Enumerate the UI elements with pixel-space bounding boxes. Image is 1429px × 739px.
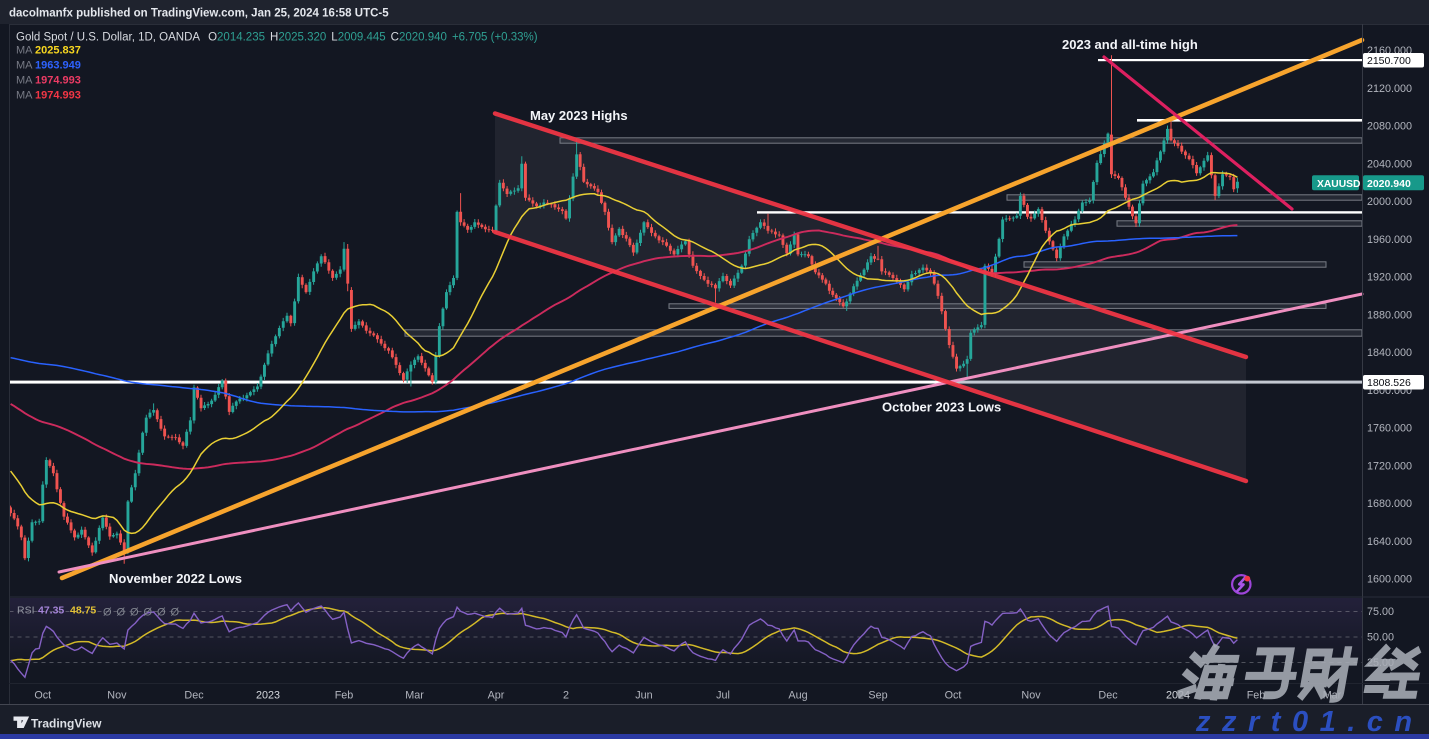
svg-text:1640.000: 1640.000	[1367, 536, 1412, 548]
svg-text:Nov: Nov	[107, 690, 127, 702]
svg-text:50.00: 50.00	[1367, 632, 1394, 644]
svg-text:1880.000: 1880.000	[1367, 309, 1412, 321]
svg-text:47.35: 47.35	[38, 605, 64, 617]
svg-text:TradingView: TradingView	[31, 717, 102, 731]
svg-text:Oct: Oct	[34, 690, 51, 702]
svg-text:Jun: Jun	[635, 690, 652, 702]
svg-text:RSI: RSI	[17, 605, 35, 617]
svg-text:1960.000: 1960.000	[1367, 234, 1412, 246]
svg-text:1963.949: 1963.949	[35, 60, 81, 72]
svg-text:zzrt01.cn: zzrt01.cn	[1195, 706, 1424, 738]
svg-text:1680.000: 1680.000	[1367, 498, 1412, 510]
svg-text:MA: MA	[16, 60, 33, 72]
svg-text:Sep: Sep	[868, 690, 887, 702]
svg-text:2080.000: 2080.000	[1367, 121, 1412, 133]
svg-text:November 2022 Lows: November 2022 Lows	[109, 571, 242, 586]
svg-text:Ø: Ø	[144, 607, 153, 619]
svg-text:MA: MA	[16, 90, 33, 102]
svg-text:Dec: Dec	[1098, 690, 1118, 702]
svg-text:1974.993: 1974.993	[35, 90, 81, 102]
svg-text:Oct: Oct	[945, 690, 962, 702]
svg-text:dacolmanfx published on Tradin: dacolmanfx published on TradingView.com,…	[9, 8, 389, 20]
svg-text:1760.000: 1760.000	[1367, 423, 1412, 435]
svg-text:2025.837: 2025.837	[35, 45, 81, 57]
svg-text:1920.000: 1920.000	[1367, 272, 1412, 284]
svg-text:Ø: Ø	[117, 607, 126, 619]
svg-text:XAUUSD: XAUUSD	[1317, 179, 1360, 190]
svg-text:1600.000: 1600.000	[1367, 574, 1412, 586]
svg-text:2150.700: 2150.700	[1367, 55, 1411, 67]
svg-text:2000.000: 2000.000	[1367, 196, 1412, 208]
svg-text:1808.526: 1808.526	[1367, 377, 1411, 389]
svg-text:2023: 2023	[256, 690, 280, 702]
svg-text:Ø: Ø	[157, 607, 166, 619]
svg-text:2: 2	[563, 690, 569, 702]
svg-text:Aug: Aug	[788, 690, 807, 702]
svg-text:Nov: Nov	[1021, 690, 1041, 702]
svg-text:1720.000: 1720.000	[1367, 460, 1412, 472]
svg-text:Gold Spot / U.S. Dollar, 1D, O: Gold Spot / U.S. Dollar, 1D, OANDA O2014.…	[16, 32, 538, 44]
svg-text:May 2023 Highs: May 2023 Highs	[530, 108, 628, 123]
svg-text:Mar: Mar	[405, 690, 424, 702]
svg-text:2120.000: 2120.000	[1367, 83, 1412, 95]
svg-text:Feb: Feb	[1247, 690, 1266, 702]
svg-text:Ø: Ø	[103, 607, 112, 619]
svg-text:Apr: Apr	[488, 690, 505, 702]
svg-text:October 2023 Lows: October 2023 Lows	[882, 400, 1001, 415]
svg-text:48.75: 48.75	[70, 605, 96, 617]
svg-text:1974.993: 1974.993	[35, 75, 81, 87]
svg-text:Ø: Ø	[171, 607, 180, 619]
svg-text:Jul: Jul	[716, 690, 730, 702]
svg-text:MA: MA	[16, 75, 33, 87]
svg-text:75.00: 75.00	[1367, 606, 1394, 618]
svg-text:Feb: Feb	[335, 690, 354, 702]
svg-text:Dec: Dec	[184, 690, 204, 702]
svg-text:Ø: Ø	[130, 607, 139, 619]
svg-text:MA: MA	[16, 45, 33, 57]
svg-text:2040.000: 2040.000	[1367, 158, 1412, 170]
svg-text:2023 and all-time high: 2023 and all-time high	[1062, 37, 1198, 52]
svg-text:1840.000: 1840.000	[1367, 347, 1412, 359]
svg-text:2020.940: 2020.940	[1367, 178, 1411, 190]
